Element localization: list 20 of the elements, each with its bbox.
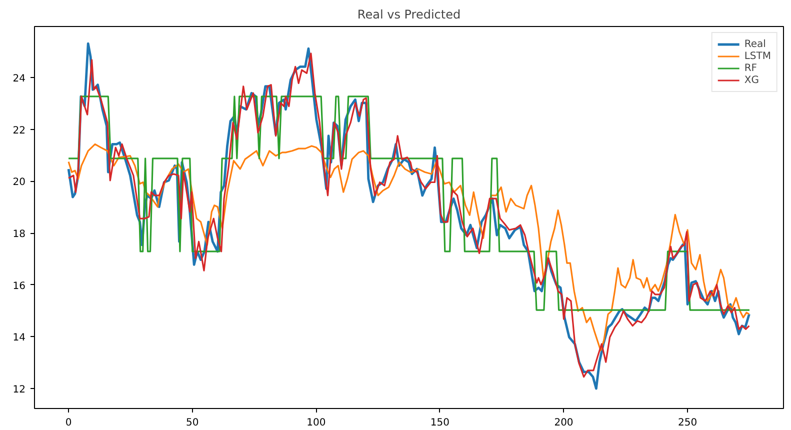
line-series <box>68 143 750 352</box>
line-series <box>68 96 750 311</box>
y-tick-label: 12 <box>12 384 26 396</box>
y-tick-label: 22 <box>12 125 26 136</box>
y-tick-label: 20 <box>12 177 26 188</box>
x-tick-label: 200 <box>554 418 574 428</box>
y-tick-label: 24 <box>12 74 26 85</box>
chart-title: Real vs Predicted <box>357 8 461 22</box>
x-tick-label: 50 <box>186 418 199 428</box>
x-tick-label: 250 <box>678 418 698 428</box>
x-tick-label: 0 <box>65 418 72 428</box>
y-tick-label: 18 <box>12 229 26 240</box>
y-tick-label: 14 <box>12 332 26 344</box>
legend-label: LSTM <box>744 50 771 62</box>
legend-label: Real <box>744 38 766 50</box>
x-tick-label: 150 <box>430 418 450 428</box>
x-tick-label: 100 <box>306 418 326 428</box>
legend-label: RF <box>744 62 758 74</box>
legend-label: XG <box>744 74 760 86</box>
y-tick-label: 16 <box>12 280 26 292</box>
